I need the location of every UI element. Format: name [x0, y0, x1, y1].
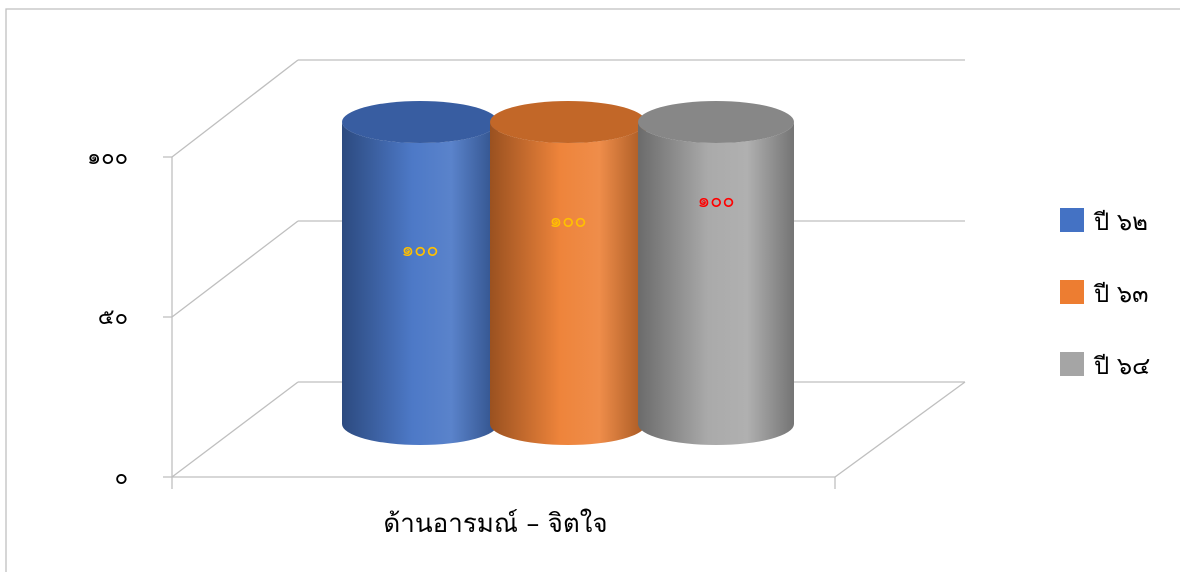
y-tick-label: ๐ — [115, 465, 128, 490]
data-label: ๑๐๐ — [697, 188, 734, 212]
legend-label: ปี ๖๓ — [1093, 280, 1149, 308]
side-wall-gridline — [171, 220, 299, 318]
legend-swatch — [1060, 208, 1084, 232]
y-tick-label: ๕๐ — [98, 305, 128, 330]
y-axis-ticks: ๐ ๕๐ ๑๐๐ — [87, 145, 172, 490]
x-category-label: ด้านอารมณ์ – จิตใจ — [383, 509, 607, 539]
chart-bars — [342, 101, 794, 445]
floor-right-edge — [834, 381, 966, 478]
x-axis: ด้านอารมณ์ – จิตใจ — [171, 477, 836, 539]
cylinder-bar-top — [490, 101, 646, 143]
y-tick-label: ๑๐๐ — [87, 145, 128, 170]
legend-entry: ปี ๖๒ — [1060, 208, 1148, 236]
chart-border — [5, 8, 1180, 572]
side-wall-gridline — [171, 59, 299, 158]
legend-swatch — [1060, 352, 1084, 376]
cylinder-bar-top — [638, 101, 794, 143]
cylinder-bar-top — [342, 101, 498, 143]
cylinder-bar-body — [638, 122, 794, 445]
data-label: ๑๐๐ — [401, 237, 438, 261]
legend-label: ปี ๖๒ — [1093, 208, 1148, 236]
cylinder-bar-body — [342, 122, 498, 445]
legend-label: ปี ๖๔ — [1093, 352, 1150, 380]
side-wall-gridline — [171, 381, 299, 478]
legend-entry: ปี ๖๔ — [1060, 352, 1150, 380]
data-label: ๑๐๐ — [549, 208, 586, 232]
legend: ปี ๖๒ปี ๖๓ปี ๖๔ — [1060, 208, 1150, 380]
legend-swatch — [1060, 280, 1084, 304]
cylinder-bar-body — [490, 122, 646, 445]
legend-entry: ปี ๖๓ — [1060, 280, 1149, 308]
